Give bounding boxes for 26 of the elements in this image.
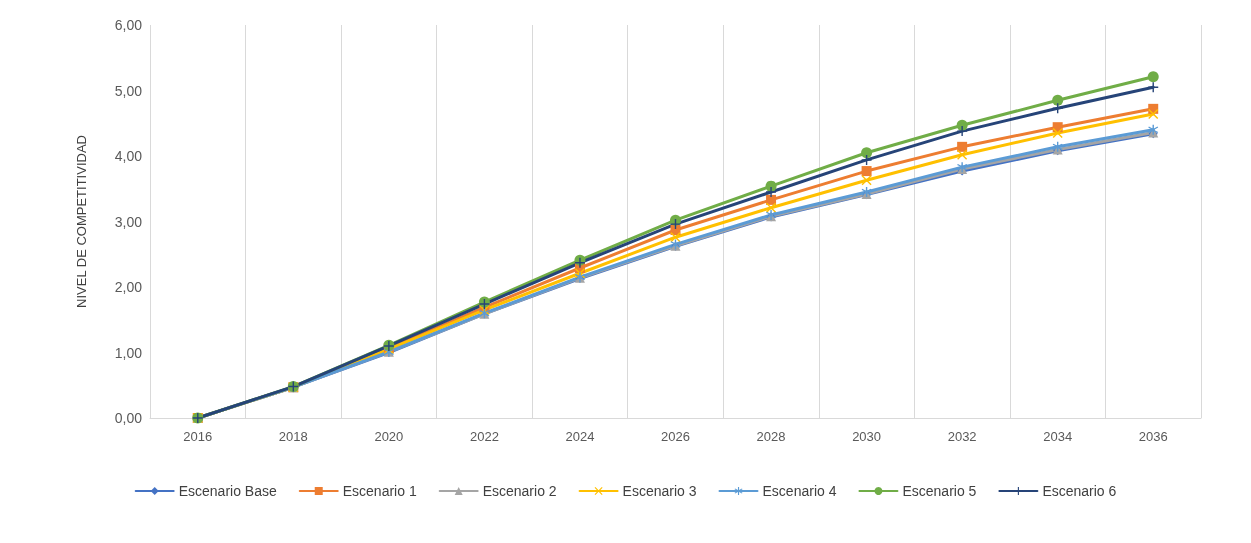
x-tick-label: 2022 bbox=[469, 429, 499, 444]
x-tick-label: 2020 bbox=[374, 429, 404, 444]
legend-label: Escenario 5 bbox=[902, 483, 977, 499]
y-axis-title: NIVEL DE COMPETITIVIDAD bbox=[74, 135, 89, 308]
x-tick-label: 2030 bbox=[852, 429, 882, 444]
x-tick-label: 2028 bbox=[756, 429, 786, 444]
legend-label: Escenario 2 bbox=[482, 483, 557, 499]
y-tick-label: 2,00 bbox=[114, 279, 143, 295]
y-tick-label: 6,00 bbox=[114, 17, 143, 33]
y-tick-label: 5,00 bbox=[114, 82, 143, 99]
x-tick-label: 2024 bbox=[565, 429, 595, 444]
x-tick-label: 2016 bbox=[183, 429, 213, 444]
x-tick-label: 2026 bbox=[661, 429, 690, 444]
y-tick-label: 3,00 bbox=[114, 213, 143, 230]
y-tick-label: 1,00 bbox=[114, 344, 143, 361]
legend-label: Escenario 4 bbox=[762, 483, 837, 499]
x-tick-label: 2034 bbox=[1043, 429, 1073, 444]
x-tick-label: 2036 bbox=[1138, 429, 1168, 444]
legend-label: Escenario 1 bbox=[342, 483, 417, 499]
legend-label: Escenario 3 bbox=[622, 483, 697, 499]
x-tick-label: 2018 bbox=[278, 429, 308, 444]
legend-label: Escenario Base bbox=[178, 483, 277, 499]
y-tick-label: 0,00 bbox=[114, 410, 143, 426]
x-tick-label: 2032 bbox=[947, 429, 977, 444]
legend-label: Escenario 6 bbox=[1042, 483, 1117, 499]
y-tick-label: 4,00 bbox=[114, 148, 143, 164]
